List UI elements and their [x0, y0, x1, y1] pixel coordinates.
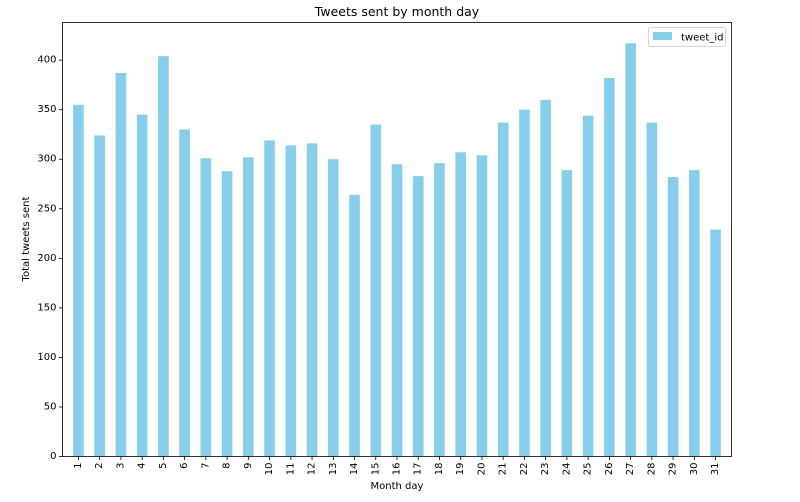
x-tick-label: 1 — [73, 463, 84, 469]
x-tick-label: 5 — [158, 463, 169, 469]
x-tick-label: 16 — [392, 463, 403, 476]
x-tick-label: 19 — [455, 463, 466, 476]
y-tick-label: 0 — [50, 451, 56, 462]
plot-frame — [62, 22, 732, 457]
x-axis-label: Month day — [371, 481, 424, 492]
bar-day-28 — [646, 122, 658, 457]
x-tick-label: 15 — [370, 463, 381, 476]
x-tick-label: 3 — [115, 463, 126, 469]
x-tick-label: 27 — [625, 463, 636, 476]
bar-day-17 — [412, 176, 424, 457]
bar-day-7 — [200, 158, 212, 457]
x-tick-label: 30 — [689, 463, 700, 476]
x-tick-label: 7 — [200, 463, 211, 469]
x-tick-label: 11 — [285, 463, 296, 476]
bar-day-9 — [243, 157, 254, 457]
y-tick-label: 100 — [37, 352, 56, 363]
chart-title: Tweets sent by month day — [314, 4, 480, 19]
bar-day-18 — [434, 163, 445, 457]
bar-day-25 — [582, 115, 594, 457]
x-tick-label: 29 — [668, 463, 679, 476]
bar-day-16 — [391, 164, 403, 457]
bar-day-5 — [158, 56, 169, 457]
x-tick-label: 26 — [604, 463, 615, 476]
y-axis-label: Total tweets sent — [21, 196, 32, 282]
bar-day-2 — [94, 135, 105, 457]
x-tick-label: 21 — [498, 463, 509, 476]
x-axis-ticks: 1 2 3 4 5 6 7 8 9 10 11 12 13 14 15 16 17 18 19 20 21 22 23 24 2… — [73, 456, 721, 476]
bar-day-6 — [179, 129, 190, 457]
bar-day-13 — [327, 159, 339, 457]
x-tick-label: 9 — [243, 463, 254, 469]
legend-label-tweet-id: tweet_id — [681, 33, 723, 44]
bar-day-10 — [264, 140, 275, 457]
bar-day-15 — [370, 124, 382, 457]
bar-day-31 — [710, 229, 721, 457]
bar-day-12 — [306, 143, 318, 457]
y-tick-label: 50 — [44, 401, 57, 412]
x-tick-label: 6 — [179, 463, 190, 469]
bars — [73, 43, 721, 457]
bar-day-26 — [604, 77, 615, 457]
bar-day-22 — [519, 109, 530, 457]
y-tick-label: 350 — [37, 104, 56, 115]
x-tick-label: 10 — [264, 463, 275, 476]
y-tick-label: 250 — [37, 203, 56, 214]
x-tick-label: 31 — [710, 463, 721, 476]
bar-day-3 — [115, 73, 127, 457]
bar-day-21 — [497, 122, 509, 457]
bar-day-27 — [625, 43, 636, 457]
bar-day-8 — [221, 171, 233, 457]
y-tick-label: 200 — [37, 253, 56, 264]
bar-day-20 — [476, 155, 488, 457]
legend-swatch-tweet-id — [653, 32, 672, 40]
bar-day-24 — [561, 170, 573, 457]
x-tick-label: 12 — [307, 463, 318, 476]
x-tick-label: 20 — [476, 463, 487, 476]
y-axis-ticks: 0 50 100 150 200 250 300 350 400 — [37, 55, 63, 462]
bar-day-19 — [455, 152, 467, 457]
x-tick-label: 28 — [646, 463, 657, 476]
y-tick-label: 400 — [37, 55, 56, 66]
x-tick-label: 13 — [328, 463, 339, 476]
y-tick-label: 300 — [37, 154, 56, 165]
bar-day-23 — [540, 99, 551, 457]
x-tick-label: 17 — [413, 463, 424, 476]
bar-day-29 — [667, 177, 679, 457]
x-tick-label: 22 — [519, 463, 530, 476]
bar-day-30 — [689, 170, 700, 457]
x-tick-label: 8 — [222, 463, 233, 469]
x-tick-label: 23 — [540, 463, 551, 476]
bar-day-1 — [73, 104, 84, 457]
bar-day-11 — [285, 145, 297, 457]
bar-day-14 — [349, 194, 360, 457]
x-tick-label: 14 — [349, 463, 360, 476]
x-tick-label: 2 — [94, 463, 105, 469]
x-tick-label: 24 — [561, 463, 572, 476]
x-tick-label: 18 — [434, 463, 445, 476]
bar-day-4 — [136, 114, 148, 457]
x-tick-label: 4 — [137, 463, 148, 469]
legend: tweet_id — [648, 27, 726, 47]
y-tick-label: 150 — [37, 302, 56, 313]
x-tick-label: 25 — [583, 463, 594, 476]
